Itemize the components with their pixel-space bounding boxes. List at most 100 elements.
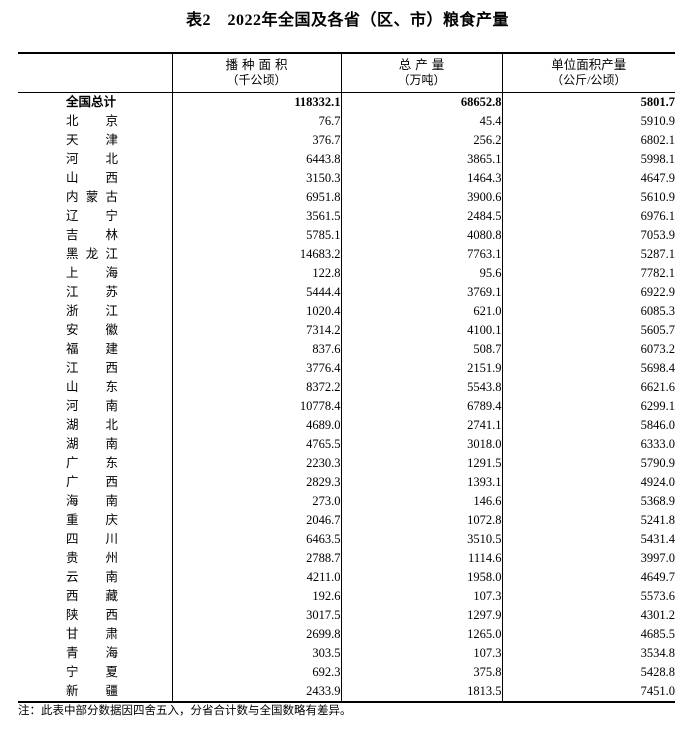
table-row: 新疆 2433.9 1813.5 7451.0	[18, 682, 675, 703]
row-region-cell: 辽宁	[18, 207, 172, 226]
table-row: 全国总计 118332.1 68652.8 5801.7	[18, 92, 675, 113]
row-region-cell: 上海	[18, 264, 172, 283]
row-yield-per-area-cell: 3997.0	[501, 549, 675, 568]
row-region-label: 北京	[66, 114, 118, 128]
row-region-cell: 北京	[18, 112, 172, 131]
row-yield-per-area-cell: 6922.9	[501, 283, 675, 302]
grain-output-table-container: 播种面积 （千公顷） 总产量 （万吨） 单位面积产量 （公斤/公顷） 全国总计 1…	[18, 52, 675, 703]
row-region-cell: 广西	[18, 473, 172, 492]
row-sown-area-cell: 376.7	[171, 131, 341, 150]
table-row: 四川 6463.5 3510.5 5431.4	[18, 530, 675, 549]
row-yield-per-area-cell: 6802.1	[501, 131, 675, 150]
row-total-output-cell: 68652.8	[340, 92, 502, 112]
row-region-cell: 湖北	[18, 416, 172, 435]
row-total-output-cell: 1291.5	[340, 454, 502, 473]
table-row: 浙江 1020.4 621.0 6085.3	[18, 302, 675, 321]
row-sown-area-cell: 4689.0	[171, 416, 341, 435]
row-region-cell: 福建	[18, 340, 172, 359]
row-region-label: 重庆	[66, 513, 118, 527]
row-yield-per-area-cell: 5998.1	[501, 150, 675, 169]
row-region-label: 江西	[66, 361, 118, 375]
row-yield-per-area-cell: 4647.9	[501, 169, 675, 188]
table-row: 山西 3150.3 1464.3 4647.9	[18, 169, 675, 188]
row-region-label: 河北	[66, 152, 118, 166]
table-row: 福建 837.6 508.7 6073.2	[18, 340, 675, 359]
row-yield-per-area-cell: 5698.4	[501, 359, 675, 378]
row-region-cell: 贵州	[18, 549, 172, 568]
column-header-yield-per-area: 单位面积产量 （公斤/公顷）	[501, 52, 675, 93]
row-total-output-cell: 1072.8	[340, 511, 502, 530]
row-total-output-cell: 621.0	[340, 302, 502, 321]
row-yield-per-area-cell: 5846.0	[501, 416, 675, 435]
row-region-cell: 陕西	[18, 606, 172, 625]
row-sown-area-cell: 192.6	[171, 587, 341, 606]
row-total-output-cell: 3018.0	[340, 435, 502, 454]
row-yield-per-area-cell: 4301.2	[501, 606, 675, 625]
row-yield-per-area-cell: 5241.8	[501, 511, 675, 530]
table-row: 北京 76.7 45.4 5910.9	[18, 112, 675, 131]
row-total-output-cell: 1813.5	[340, 682, 502, 703]
table-header: 播种面积 （千公顷） 总产量 （万吨） 单位面积产量 （公斤/公顷）	[18, 52, 675, 93]
row-sown-area-cell: 2230.3	[171, 454, 341, 473]
row-sown-area-cell: 2046.7	[171, 511, 341, 530]
row-total-output-cell: 1297.9	[340, 606, 502, 625]
table-row: 辽宁 3561.5 2484.5 6976.1	[18, 207, 675, 226]
row-yield-per-area-cell: 4924.0	[501, 473, 675, 492]
row-sown-area-cell: 2699.8	[171, 625, 341, 644]
row-region-label: 全国总计	[66, 95, 117, 109]
row-region-cell: 全国总计	[18, 93, 172, 113]
row-region-cell: 黑龙江	[18, 245, 172, 264]
row-yield-per-area-cell: 5605.7	[501, 321, 675, 340]
table-row: 江西 3776.4 2151.9 5698.4	[18, 359, 675, 378]
row-yield-per-area-cell: 6299.1	[501, 397, 675, 416]
row-sown-area-cell: 122.8	[171, 264, 341, 283]
row-sown-area-cell: 5444.4	[171, 283, 341, 302]
row-total-output-cell: 4080.8	[340, 226, 502, 245]
row-yield-per-area-cell: 5287.1	[501, 245, 675, 264]
row-yield-per-area-cell: 5573.6	[501, 587, 675, 606]
column-header-total-output-unit: （万吨）	[397, 73, 446, 87]
column-header-total-output: 总产量 （万吨）	[340, 52, 502, 93]
row-region-label: 宁夏	[66, 665, 118, 679]
row-region-label: 山西	[66, 171, 118, 185]
row-total-output-cell: 7763.1	[340, 245, 502, 264]
column-header-region	[18, 52, 172, 93]
row-yield-per-area-cell: 4649.7	[501, 568, 675, 587]
row-region-cell: 广东	[18, 454, 172, 473]
row-region-cell: 江苏	[18, 283, 172, 302]
row-sown-area-cell: 6951.8	[171, 188, 341, 207]
row-total-output-cell: 375.8	[340, 663, 502, 682]
row-total-output-cell: 3900.6	[340, 188, 502, 207]
table-row: 内蒙古 6951.8 3900.6 5610.9	[18, 188, 675, 207]
row-region-cell: 海南	[18, 492, 172, 511]
table-row: 广东 2230.3 1291.5 5790.9	[18, 454, 675, 473]
grain-output-table: 播种面积 （千公顷） 总产量 （万吨） 单位面积产量 （公斤/公顷） 全国总计 1…	[18, 52, 675, 703]
row-region-cell: 山西	[18, 169, 172, 188]
column-header-total-output-title: 总产量	[398, 58, 449, 72]
row-total-output-cell: 1958.0	[340, 568, 502, 587]
row-region-label: 黑龙江	[66, 247, 118, 261]
row-yield-per-area-cell: 5910.9	[501, 112, 675, 131]
column-header-sown-area: 播种面积 （千公顷）	[171, 52, 341, 93]
row-yield-per-area-cell: 7782.1	[501, 264, 675, 283]
row-total-output-cell: 2484.5	[340, 207, 502, 226]
table-row: 安徽 7314.2 4100.1 5605.7	[18, 321, 675, 340]
row-sown-area-cell: 2433.9	[171, 682, 341, 703]
table-header-row: 播种面积 （千公顷） 总产量 （万吨） 单位面积产量 （公斤/公顷）	[18, 52, 675, 93]
table-row: 天津 376.7 256.2 6802.1	[18, 131, 675, 150]
column-header-sown-area-unit: （千公顷）	[226, 73, 287, 87]
table-row: 吉林 5785.1 4080.8 7053.9	[18, 226, 675, 245]
table-row: 海南 273.0 146.6 5368.9	[18, 492, 675, 511]
table-row: 甘肃 2699.8 1265.0 4685.5	[18, 625, 675, 644]
row-yield-per-area-cell: 5610.9	[501, 188, 675, 207]
table-footnote: 注：此表中部分数据因四舍五入，分省合计数与全国数略有差异。	[18, 705, 352, 717]
row-sown-area-cell: 7314.2	[171, 321, 341, 340]
row-total-output-cell: 2741.1	[340, 416, 502, 435]
row-yield-per-area-cell: 4685.5	[501, 625, 675, 644]
row-total-output-cell: 2151.9	[340, 359, 502, 378]
row-region-cell: 河南	[18, 397, 172, 416]
row-total-output-cell: 1114.6	[340, 549, 502, 568]
row-region-label: 广西	[66, 475, 118, 489]
table-row: 湖南 4765.5 3018.0 6333.0	[18, 435, 675, 454]
row-yield-per-area-cell: 7451.0	[501, 682, 675, 703]
